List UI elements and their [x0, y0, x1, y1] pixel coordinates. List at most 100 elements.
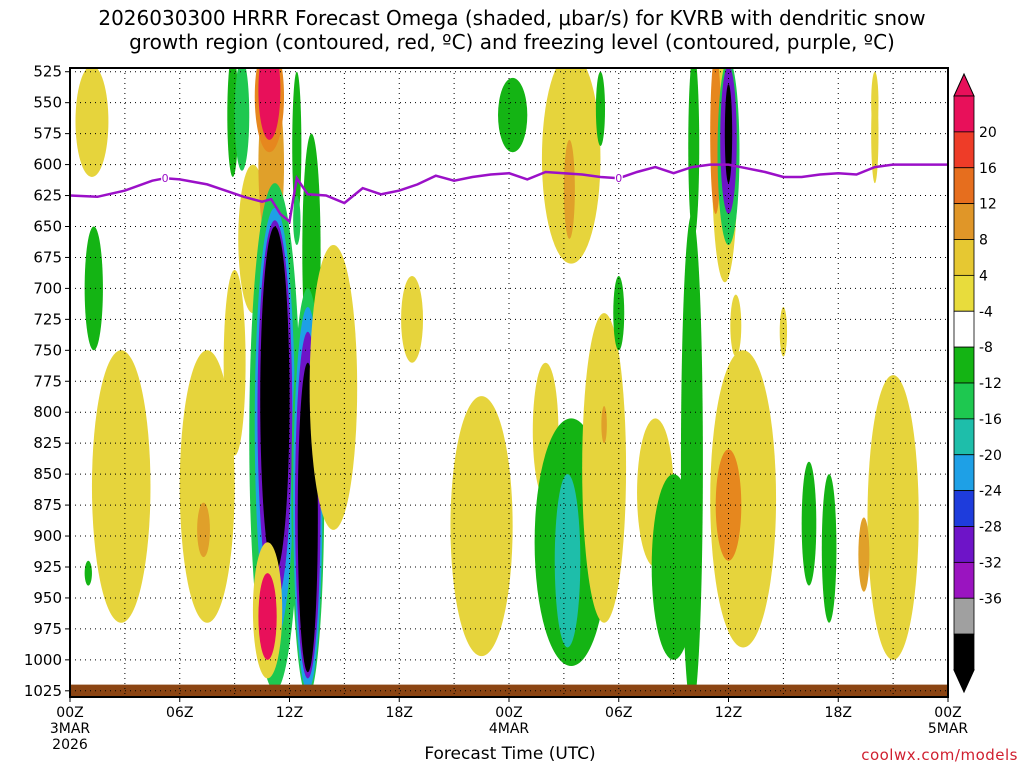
freezing-level-label: 0	[162, 172, 169, 185]
colorbar-bottom-arrow	[953, 669, 975, 694]
x-tick-date: 5MAR	[928, 721, 969, 737]
omega-region	[867, 375, 919, 660]
colorbar-segment	[953, 526, 975, 563]
terrain-band	[70, 684, 948, 697]
omega-shading	[75, 68, 919, 697]
x-axis-label: Forecast Time (UTC)	[424, 744, 596, 764]
y-tick-label: 975	[33, 620, 62, 638]
colorbar-top-arrow	[953, 72, 975, 97]
omega-region	[680, 214, 703, 697]
colorbar-label: 20	[979, 125, 997, 141]
x-tick-date: 4MAR	[489, 721, 530, 737]
x-tick-label: 06Z	[166, 705, 193, 721]
colorbar-segment	[953, 561, 975, 599]
colorbar-label: -20	[979, 448, 1002, 464]
omega-region	[871, 71, 879, 134]
y-tick-label: 625	[33, 187, 62, 205]
omega-region	[821, 474, 837, 623]
colorbar-label: -32	[979, 555, 1002, 571]
y-tick-label: 600	[33, 156, 62, 174]
y-tick-label: 925	[33, 558, 62, 576]
omega-region	[601, 406, 607, 444]
omega-region	[688, 68, 700, 239]
omega-region	[710, 350, 777, 648]
omega-region	[715, 449, 742, 561]
colorbar-label: 12	[979, 197, 997, 213]
colorbar-segment	[953, 203, 975, 240]
omega-region	[309, 245, 358, 530]
colorbar-label: 16	[979, 161, 997, 177]
colorbar-segment	[953, 633, 975, 671]
omega-region	[223, 269, 246, 456]
omega-region	[498, 77, 528, 153]
y-tick-label: 825	[33, 434, 62, 452]
omega-region	[401, 276, 424, 363]
colorbar-label: 8	[979, 233, 988, 249]
y-tick-label: 850	[33, 465, 62, 483]
x-tick-label: 12Z	[715, 705, 742, 721]
y-tick-label: 950	[33, 589, 62, 607]
y-tick-label: 650	[33, 217, 62, 235]
colorbar-segment	[953, 131, 975, 169]
y-tick-label: 750	[33, 341, 62, 359]
colorbar-label: -12	[979, 376, 1002, 392]
omega-region	[730, 294, 742, 357]
x-tick-label: 06Z	[605, 705, 632, 721]
y-tick-label: 800	[33, 403, 62, 421]
colorbar-label: 4	[979, 268, 988, 284]
omega-region	[75, 68, 109, 177]
y-tick-label: 875	[33, 496, 62, 514]
colorbar-segment	[953, 382, 975, 420]
chart-title: 2026030300 HRRR Forecast Omega (shaded, …	[0, 6, 1024, 54]
omega-region	[260, 226, 290, 574]
colorbar-segment	[953, 490, 975, 527]
colorbar-segment	[953, 597, 975, 635]
freezing-level-contour	[70, 163, 948, 224]
omega-region	[450, 396, 513, 657]
omega-region	[197, 502, 210, 558]
omega-region	[258, 68, 281, 140]
omega-region	[801, 461, 817, 586]
freezing-level-label: 0	[615, 172, 622, 185]
omega-region	[84, 560, 92, 586]
colorbar-label: -36	[979, 591, 1002, 607]
y-tick-label: 525	[33, 63, 62, 81]
colorbar-segment	[953, 346, 975, 384]
y-tick-label: 675	[33, 248, 62, 266]
title-line-1: 2026030300 HRRR Forecast Omega (shaded, …	[98, 6, 926, 30]
omega-region	[563, 139, 575, 239]
title-line-2: growth region (contoured, red, ºC) and f…	[129, 30, 895, 54]
x-tick-label: 00Z	[934, 705, 961, 721]
colorbar-segment	[953, 418, 975, 456]
y-tick-label: 700	[33, 279, 62, 297]
omega-region	[258, 573, 277, 660]
omega-region	[582, 313, 627, 623]
omega-region	[293, 195, 301, 246]
colorbar-label: -16	[979, 412, 1002, 428]
y-tick-label: 900	[33, 527, 62, 545]
omega-region	[179, 350, 235, 623]
freezing-level-label-bg	[161, 172, 170, 184]
x-tick-date: 3MAR	[50, 721, 91, 737]
colorbar-label: -8	[979, 340, 993, 356]
colorbar-label: -4	[979, 304, 993, 320]
omega-region	[554, 474, 581, 648]
colorbar-segment	[953, 167, 975, 205]
y-tick-label: 775	[33, 372, 62, 390]
x-tick-label: 00Z	[56, 705, 83, 721]
omega-region	[234, 68, 250, 171]
colorbar-label: -24	[979, 484, 1002, 500]
freezing-level-label-bg	[614, 172, 623, 184]
y-tick-label: 575	[33, 125, 62, 143]
y-tick-label: 1025	[24, 682, 62, 700]
colorbar-segment	[953, 95, 975, 133]
omega-region	[91, 350, 151, 623]
colorbar-segment	[953, 310, 975, 348]
colorbar-segment	[953, 454, 975, 492]
omega-region	[84, 226, 103, 351]
y-tick-label: 550	[33, 94, 62, 112]
x-tick-label: 00Z	[495, 705, 522, 721]
colorbar-segment	[953, 239, 975, 276]
y-tick-label: 725	[33, 310, 62, 328]
colorbar-label: -28	[979, 520, 1002, 536]
